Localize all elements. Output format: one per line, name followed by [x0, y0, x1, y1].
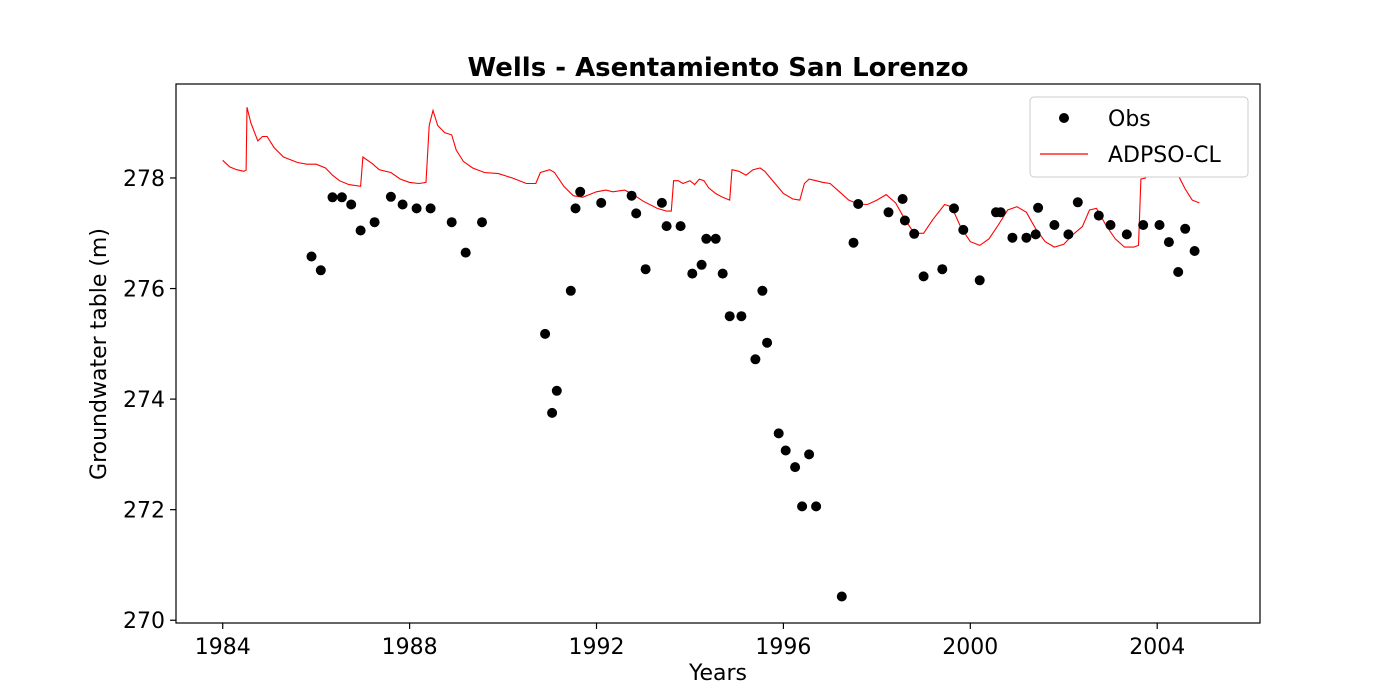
obs-point — [446, 217, 457, 228]
obs-point — [995, 207, 1006, 218]
x-tick-label: 2004 — [1129, 635, 1185, 660]
obs-point — [909, 228, 920, 239]
obs-point — [773, 428, 784, 439]
obs-point — [369, 217, 380, 228]
obs-point — [701, 233, 712, 244]
x-tick-label: 1984 — [195, 635, 251, 660]
obs-point — [949, 203, 959, 214]
obs-point — [575, 186, 586, 197]
obs-point — [848, 237, 859, 248]
y-tick-label: 272 — [123, 499, 165, 524]
y-tick-label: 278 — [123, 167, 165, 192]
y-tick-label: 270 — [123, 609, 165, 634]
obs-point — [1121, 229, 1132, 240]
y-axis-label: Groundwater table (m) — [87, 228, 112, 480]
obs-point — [1173, 267, 1184, 277]
obs-point — [1021, 232, 1032, 243]
obs-point — [958, 224, 969, 235]
y-axis: 270 272 274 276 278 — [123, 167, 176, 634]
chart-title: Wells - Asentamiento San Lorenzo — [467, 53, 968, 83]
x-axis: 1984 1988 1992 1996 2000 2004 — [195, 623, 1185, 660]
obs-point — [626, 190, 637, 201]
obs-point — [315, 265, 326, 276]
obs-point — [596, 197, 607, 208]
obs-point — [640, 264, 651, 275]
obs-point — [1030, 229, 1041, 240]
obs-point — [1189, 246, 1200, 256]
legend: Obs ADPSO-CL — [1029, 96, 1249, 178]
obs-point — [804, 449, 815, 460]
obs-point — [565, 285, 576, 296]
obs-point — [1049, 220, 1060, 230]
obs-point — [661, 221, 672, 232]
x-tick-label: 1988 — [382, 635, 438, 660]
x-tick-label: 1996 — [755, 635, 811, 660]
obs-point — [656, 197, 667, 208]
obs-point — [477, 217, 487, 228]
obs-point — [790, 462, 801, 473]
obs-point — [547, 407, 558, 418]
plot-frame — [175, 83, 1261, 624]
obs-point — [750, 354, 761, 365]
obs-point — [306, 251, 317, 262]
x-tick-label: 2000 — [942, 635, 998, 660]
obs-point — [460, 247, 471, 258]
obs-point — [736, 311, 747, 322]
y-tick-label: 274 — [123, 388, 165, 413]
obs-point — [757, 285, 768, 296]
marker-layer — [306, 186, 1200, 602]
obs-point — [1163, 237, 1174, 248]
x-axis-label: Years — [688, 661, 747, 686]
obs-point — [853, 199, 864, 209]
obs-point — [336, 192, 347, 203]
line-layer — [222, 107, 1200, 248]
legend-box — [1029, 96, 1249, 178]
obs-point — [717, 268, 728, 279]
obs-point — [631, 208, 642, 219]
obs-point — [974, 275, 985, 286]
obs-point — [1007, 232, 1018, 243]
series-line-adpso-cl — [222, 107, 1200, 248]
obs-point — [696, 259, 707, 270]
obs-point — [1105, 220, 1116, 230]
obs-point — [762, 337, 773, 348]
obs-point — [1072, 197, 1083, 208]
obs-point — [540, 328, 551, 339]
obs-point — [327, 192, 338, 203]
obs-point — [811, 501, 822, 512]
y-tick-label: 276 — [123, 278, 165, 303]
obs-point — [551, 385, 562, 396]
obs-point — [411, 203, 422, 214]
obs-point — [1180, 223, 1191, 234]
obs-point — [570, 203, 581, 214]
legend-obs-marker — [1059, 113, 1069, 123]
x-tick-label: 1992 — [569, 635, 625, 660]
obs-point — [937, 264, 948, 275]
obs-point — [1154, 220, 1165, 230]
obs-point — [385, 191, 396, 202]
obs-point — [1063, 229, 1074, 240]
obs-point — [355, 225, 366, 236]
obs-point — [897, 194, 908, 204]
obs-point — [1033, 202, 1044, 213]
obs-point — [724, 311, 735, 322]
obs-point — [883, 207, 894, 218]
obs-point — [346, 199, 357, 210]
obs-point — [425, 203, 436, 214]
legend-model-label: ADPSO-CL — [1108, 143, 1221, 168]
obs-point — [797, 501, 808, 512]
legend-obs-label: Obs — [1108, 107, 1151, 132]
obs-point — [687, 268, 698, 279]
obs-point — [1138, 220, 1149, 230]
obs-point — [836, 591, 847, 602]
obs-point — [918, 271, 929, 282]
obs-point — [675, 221, 686, 232]
obs-point — [397, 199, 408, 210]
obs-point — [1093, 210, 1104, 221]
obs-point — [899, 215, 910, 226]
obs-point — [780, 445, 791, 456]
obs-point — [710, 233, 721, 244]
